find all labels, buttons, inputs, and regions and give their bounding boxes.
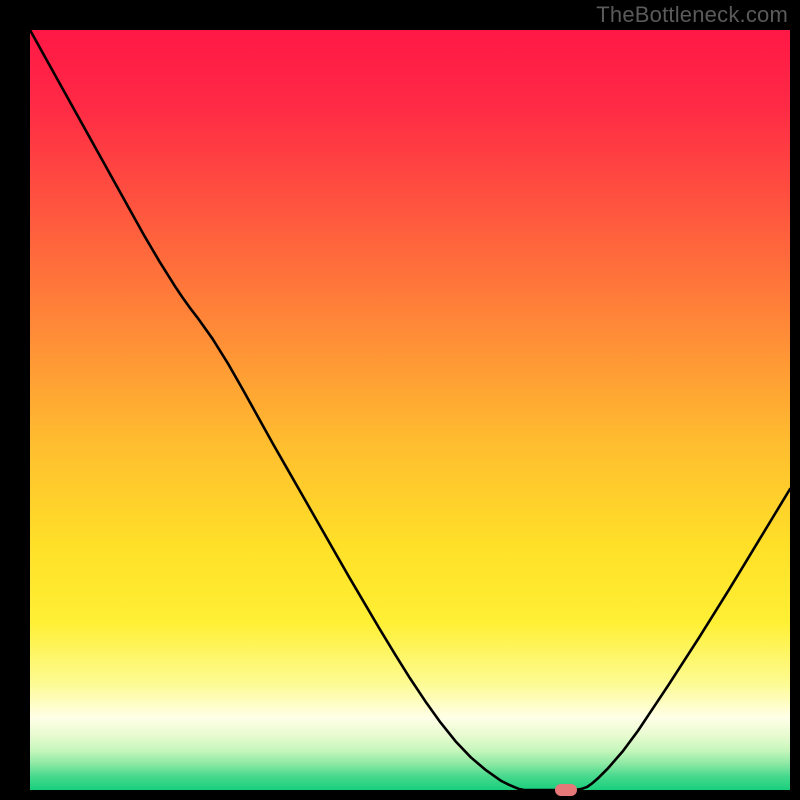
curve-path — [30, 30, 790, 790]
plot-area — [30, 30, 790, 790]
chart-frame: TheBottleneck.com — [0, 0, 800, 800]
optimal-marker — [555, 784, 577, 796]
bottleneck-curve — [30, 30, 790, 790]
watermark-text: TheBottleneck.com — [596, 2, 788, 28]
